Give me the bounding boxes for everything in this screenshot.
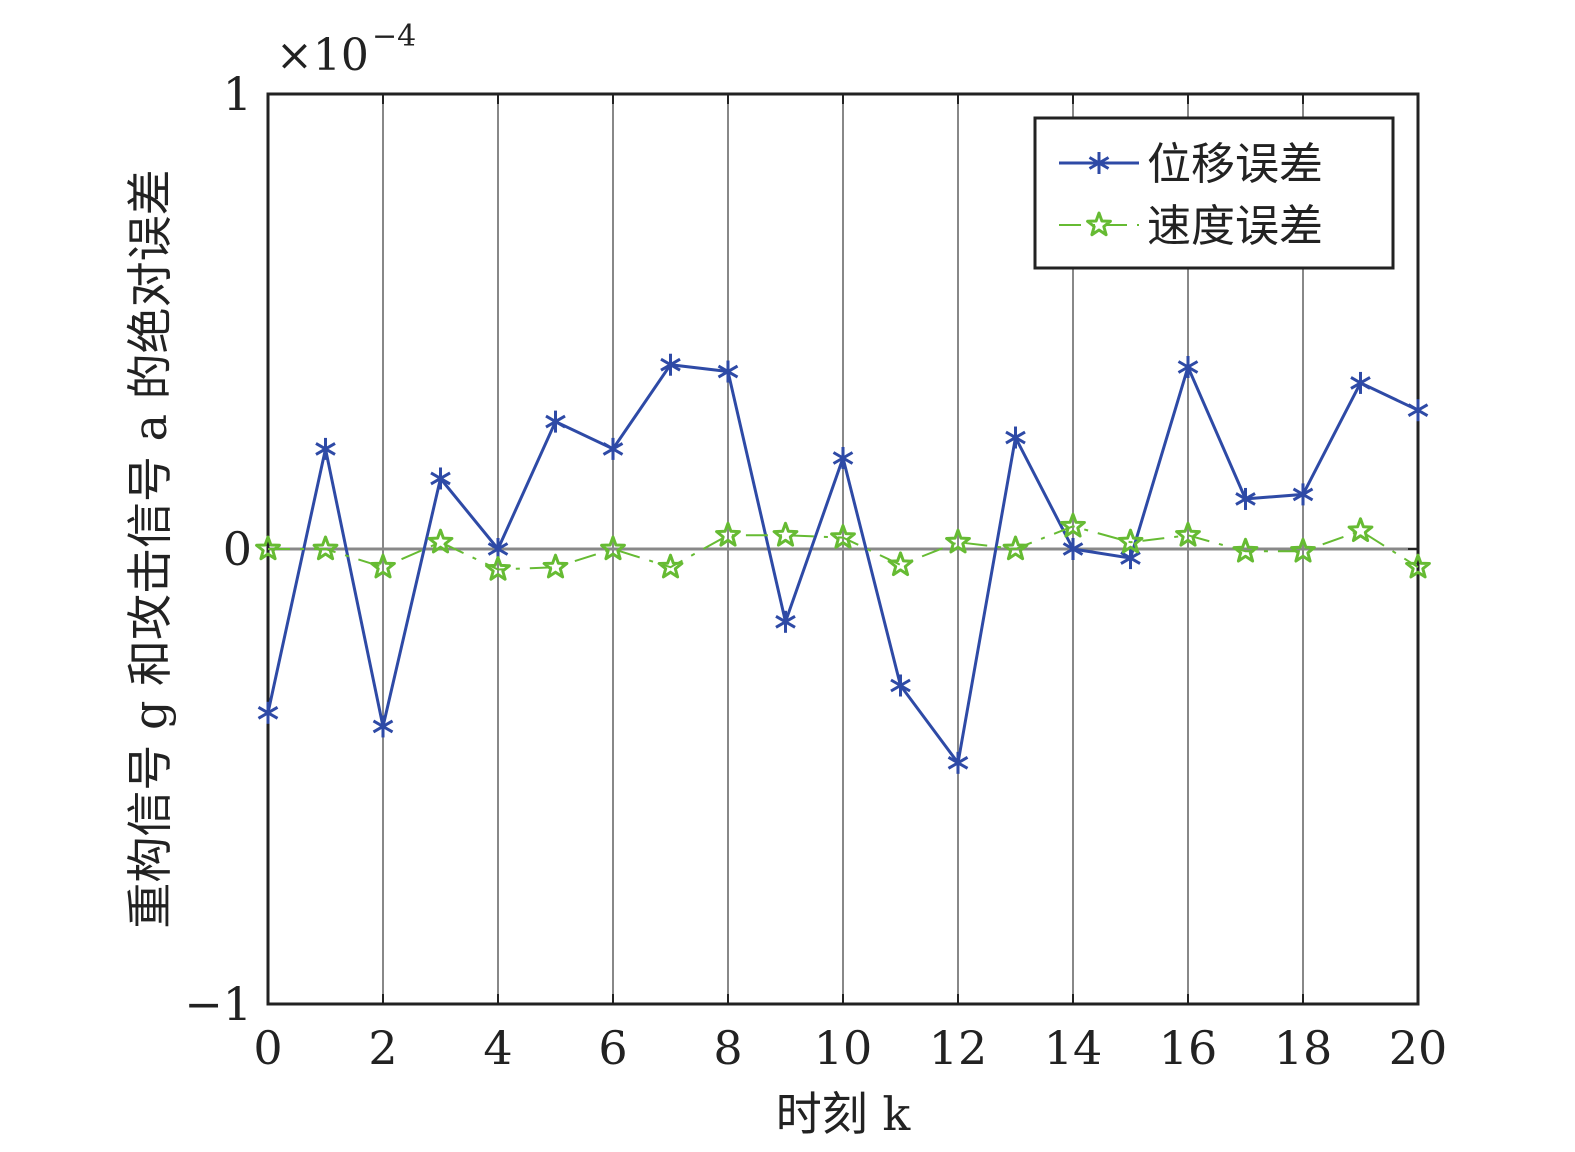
legend-item: 位移误差 <box>1059 139 1323 190</box>
series-2-point <box>830 524 856 549</box>
legend-marker <box>1086 211 1112 237</box>
series-2-line <box>268 525 1419 571</box>
y-tick-label: 0 <box>223 522 252 576</box>
legend-item: 速度误差 <box>1059 201 1323 252</box>
series-1-point <box>660 353 681 376</box>
series-1-point <box>1005 426 1026 449</box>
series-1-point <box>602 437 624 460</box>
series-1-point <box>257 701 279 724</box>
y-tick-label: −1 <box>184 977 252 1031</box>
series-1-point <box>372 715 394 738</box>
series-2-point <box>772 521 799 547</box>
series-2-point <box>542 553 569 579</box>
series-1-point <box>1292 483 1314 506</box>
series-1-point <box>315 437 336 460</box>
series-2-point <box>1175 521 1201 547</box>
series-1-point <box>1062 538 1084 560</box>
series-1-point <box>545 410 566 433</box>
series-2-point <box>887 551 914 577</box>
series-2-point <box>657 553 684 579</box>
series-1-point <box>1235 487 1256 510</box>
series-1-point <box>717 360 739 383</box>
legend-label: 位移误差 <box>1147 139 1323 190</box>
series-2-point <box>1290 537 1316 563</box>
series-1-point <box>775 610 796 633</box>
series-2-point <box>1405 553 1431 579</box>
y-exponent-base: ×10 <box>276 30 369 81</box>
y-exponent-label: ×10 −4 <box>276 19 416 81</box>
series-2-point <box>427 528 454 554</box>
legend-box <box>1033 116 1395 270</box>
x-tick-label: 8 <box>713 1021 742 1075</box>
series-2-point <box>1232 537 1259 563</box>
series-2-point <box>370 553 396 579</box>
series-2-point <box>945 528 971 554</box>
series-1-point <box>1120 547 1141 570</box>
series-2-point <box>715 521 741 547</box>
series-2-point <box>1002 535 1029 561</box>
x-tick-label: 12 <box>929 1021 988 1075</box>
y-axis-title: 重构信号 g 和攻击信号 a 的绝对误差 <box>123 169 177 928</box>
series-1-point <box>1350 371 1371 394</box>
legend-label: 速度误差 <box>1147 201 1323 252</box>
axis-ticks: 0 2 4 6 8 10 12 14 16 18 20−101 <box>184 67 1447 1075</box>
series-1-point <box>832 447 854 469</box>
y-tick-label: 1 <box>223 67 252 121</box>
x-tick-label: 14 <box>1044 1021 1103 1075</box>
x-tick-label: 2 <box>368 1021 397 1075</box>
series-layer <box>255 353 1431 774</box>
x-tick-label: 20 <box>1389 1021 1448 1075</box>
series-1 <box>257 353 1429 774</box>
series-1-point <box>1177 356 1199 378</box>
y-exponent-power: −4 <box>372 19 416 54</box>
series-2-point <box>255 535 281 561</box>
legend-marker <box>1088 152 1110 174</box>
series-2-point <box>1347 517 1374 542</box>
series-1-point <box>890 674 911 697</box>
x-axis-title: 时刻 k <box>776 1087 912 1141</box>
x-tick-label: 16 <box>1159 1021 1218 1075</box>
series-2-point <box>485 556 511 581</box>
series-2-point <box>312 535 339 561</box>
series-2-point <box>600 535 626 561</box>
x-tick-label: 10 <box>814 1021 873 1075</box>
x-tick-label: 4 <box>483 1021 512 1075</box>
series-1-point <box>430 467 451 490</box>
series-2 <box>255 512 1431 581</box>
series-1-point <box>1407 399 1429 422</box>
x-tick-label: 6 <box>598 1021 627 1075</box>
x-tick-label: 0 <box>253 1021 282 1075</box>
series-2-point <box>1060 512 1086 538</box>
series-2-point <box>1117 528 1144 554</box>
series-1-point <box>947 751 969 774</box>
x-tick-label: 18 <box>1274 1021 1333 1075</box>
